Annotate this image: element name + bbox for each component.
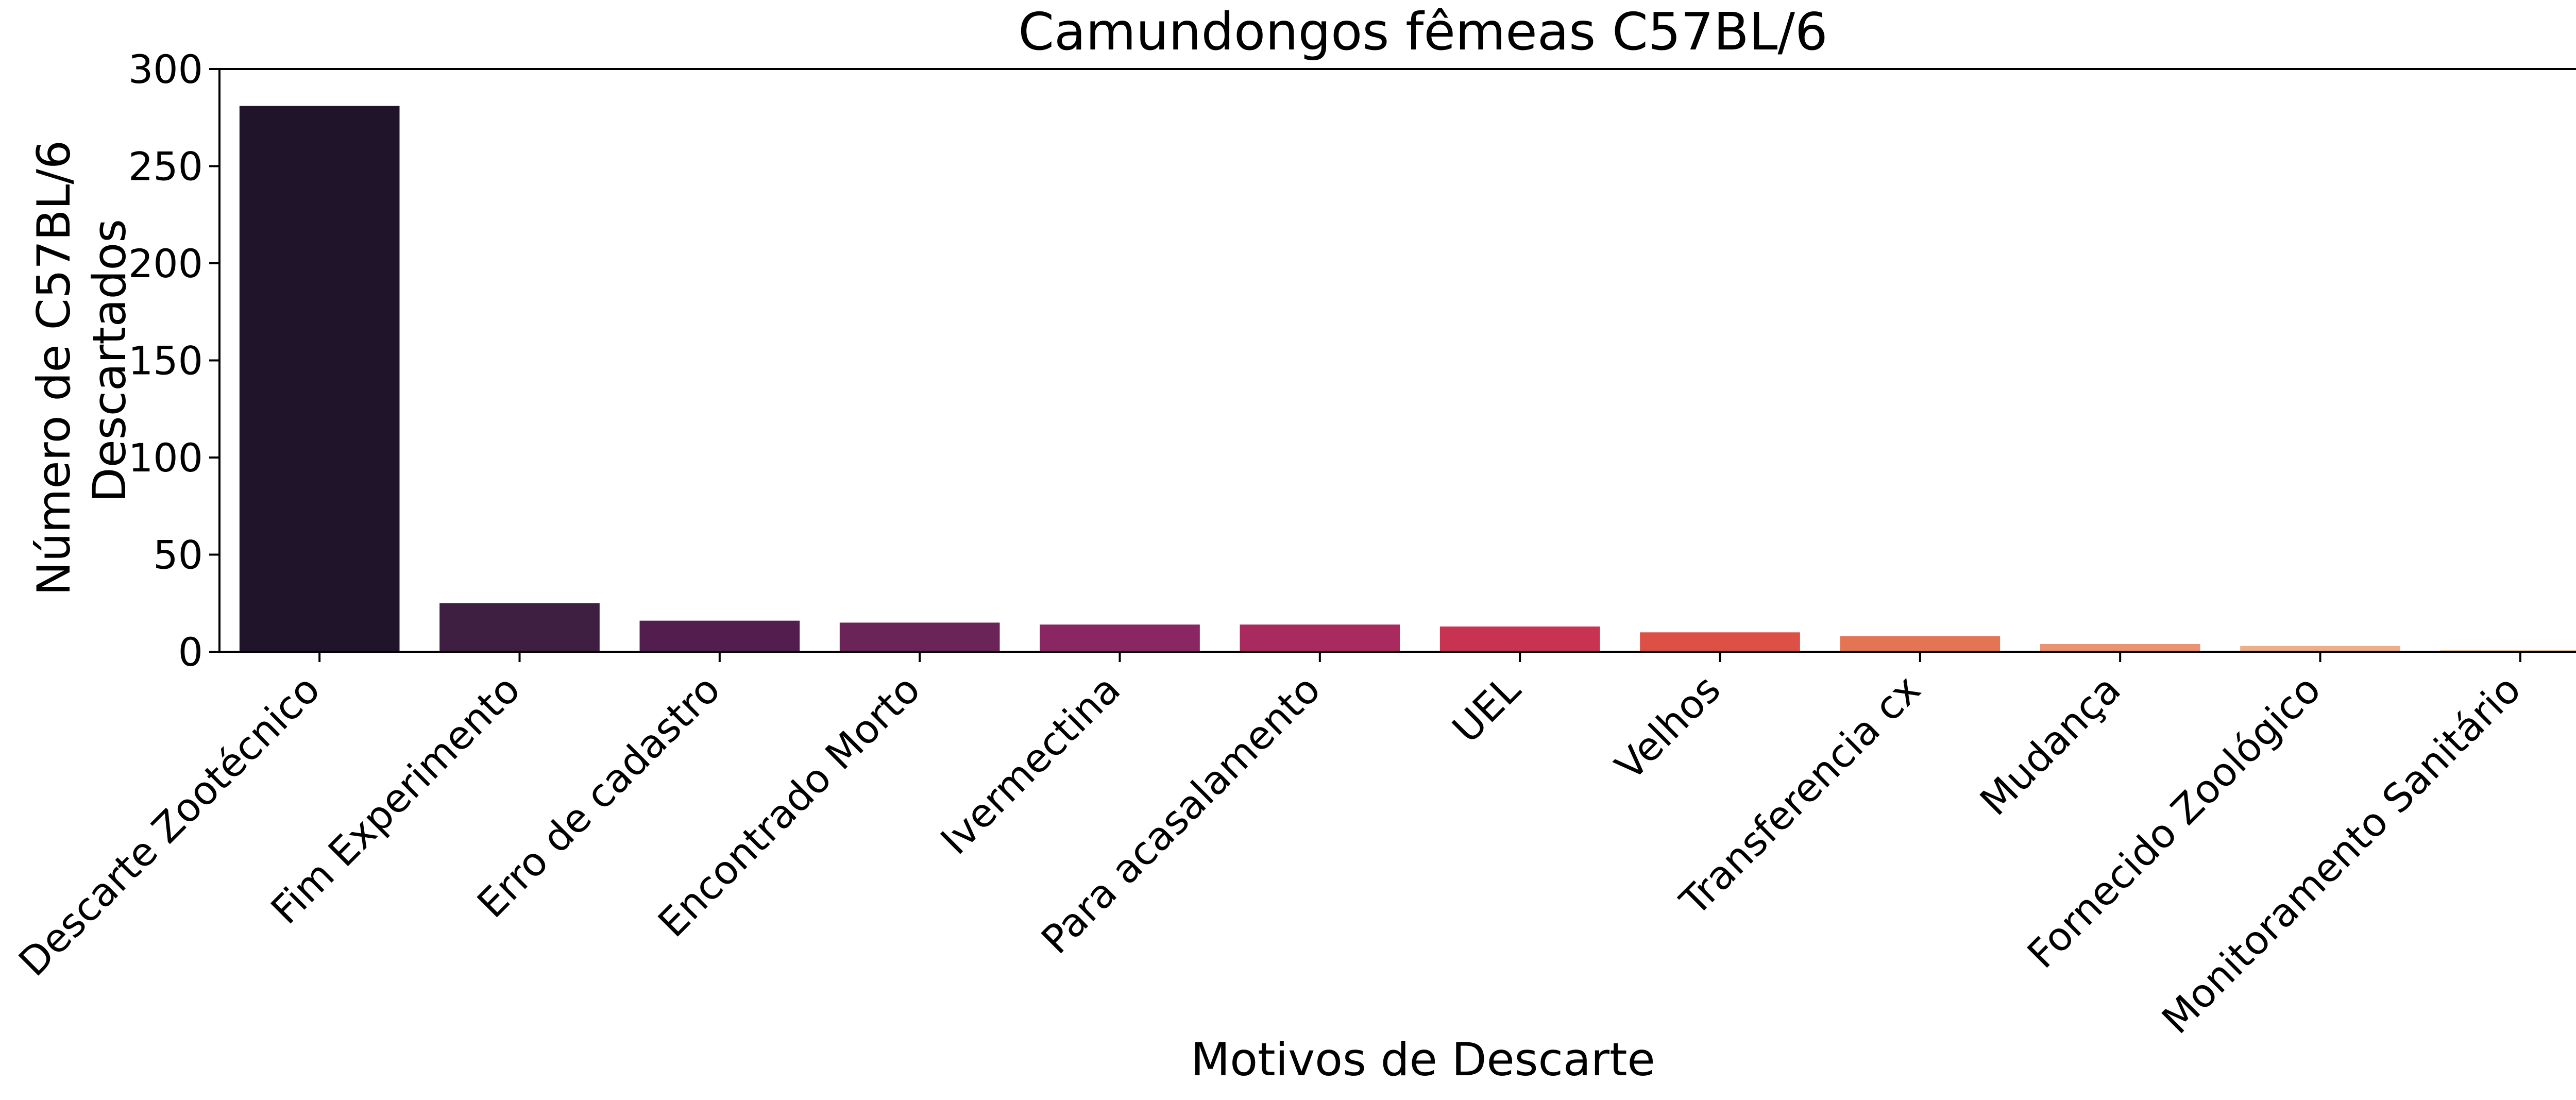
- bar-8: [1840, 636, 2001, 652]
- y-axis: 0 50 100 150 200 250 300: [128, 46, 219, 675]
- y-tick-label: 100: [128, 435, 203, 481]
- bar-5: [1240, 624, 1400, 652]
- bar-10: [2240, 646, 2400, 652]
- x-axis-label: Motivos de Descarte: [1191, 1033, 1655, 1086]
- bar-1: [439, 603, 600, 652]
- y-tick-label: 150: [128, 338, 203, 384]
- bar-6: [1439, 626, 1600, 652]
- x-tick-label: Ivermectina: [931, 666, 1129, 864]
- y-tick-label: 0: [178, 629, 203, 675]
- axes-frame: [218, 68, 2576, 653]
- x-tick-label: Descarte Zootécnico: [10, 666, 329, 985]
- plot-area: [218, 68, 2576, 653]
- chart-title: Camundongos fêmeas C57BL/6: [1018, 2, 1827, 62]
- bar-2: [639, 620, 800, 652]
- y-tick-label: 50: [153, 532, 203, 578]
- y-axis-label-line-1: Número de C57BL/6: [27, 140, 80, 596]
- bar-7: [1640, 632, 1800, 652]
- bars-group: [239, 106, 2576, 652]
- x-tick-label: UEL: [1444, 666, 1529, 752]
- x-tick-label: Velhos: [1606, 666, 1729, 789]
- y-tick-label: 300: [128, 46, 203, 92]
- bar-4: [1040, 624, 1200, 652]
- bar-3: [839, 622, 1000, 652]
- bar-9: [2040, 644, 2200, 652]
- bar-0: [239, 106, 400, 652]
- x-tick-label: Mudança: [1971, 666, 2129, 824]
- y-axis-label: Número de C57BL/6 Descartados: [27, 126, 136, 596]
- y-axis-label-line-2: Descartados: [83, 219, 136, 502]
- x-tick-label: Monitoramento Sanitário: [2153, 666, 2530, 1043]
- y-tick-label: 250: [128, 144, 203, 190]
- y-tick-label: 200: [128, 241, 203, 286]
